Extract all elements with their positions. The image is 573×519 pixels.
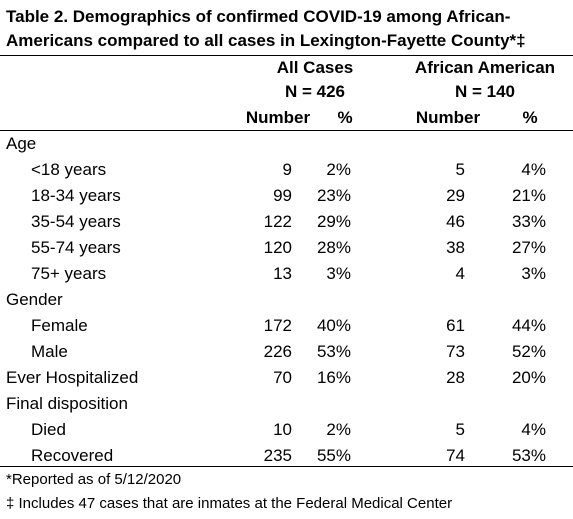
cell-all-percent: 2% bbox=[326, 160, 351, 179]
cell-aa-number: 61 bbox=[446, 316, 465, 335]
cell-all-number: 235 bbox=[263, 446, 292, 465]
row-label: Ever Hospitalized bbox=[6, 368, 139, 387]
cell-all-percent: 16% bbox=[316, 368, 351, 387]
cell-aa-number: 5 bbox=[455, 420, 465, 439]
cell-all-number: 172 bbox=[263, 316, 292, 335]
cell-all-percent: 23% bbox=[316, 186, 351, 205]
row-label: <18 years bbox=[31, 160, 107, 179]
cell-all-percent: 2% bbox=[326, 420, 351, 439]
col-header-pct-aa: % bbox=[522, 108, 538, 127]
header-all-cases: All Cases bbox=[276, 58, 354, 77]
table-row: <18 years 9 2% 5 4% bbox=[0, 157, 573, 183]
row-label: 55-74 years bbox=[31, 238, 121, 257]
footnote-reported-date: *Reported as of 5/12/2020 bbox=[6, 471, 182, 488]
cell-all-percent: 28% bbox=[316, 238, 351, 257]
cell-aa-percent: 21% bbox=[511, 186, 546, 205]
col-header-number-aa: Number bbox=[415, 108, 481, 127]
cell-aa-percent: 27% bbox=[511, 238, 546, 257]
cell-aa-number: 73 bbox=[446, 342, 465, 361]
cell-aa-percent: 52% bbox=[511, 342, 546, 361]
header-african-american: African American bbox=[414, 58, 556, 77]
row-label: Female bbox=[31, 316, 88, 335]
cell-aa-number: 74 bbox=[446, 446, 465, 465]
cell-all-percent: 3% bbox=[326, 264, 351, 283]
cell-aa-percent: 44% bbox=[511, 316, 546, 335]
table-row: 75+ years 13 3% 4 3% bbox=[0, 261, 573, 287]
cell-all-percent: 40% bbox=[316, 316, 351, 335]
table-row: 18-34 years 99 23% 29 21% bbox=[0, 183, 573, 209]
cell-aa-number: 4 bbox=[455, 264, 465, 283]
row-label: Age bbox=[6, 134, 37, 153]
table-row: Female 172 40% 61 44% bbox=[0, 313, 573, 339]
cell-all-number: 99 bbox=[273, 186, 292, 205]
cell-aa-percent: 3% bbox=[521, 264, 546, 283]
header-all-cases-n: N = 426 bbox=[284, 82, 345, 101]
cell-aa-percent: 4% bbox=[521, 160, 546, 179]
row-label: 75+ years bbox=[31, 264, 107, 283]
cell-aa-percent: 53% bbox=[511, 446, 546, 465]
cell-all-number: 9 bbox=[282, 160, 292, 179]
row-label: 35-54 years bbox=[31, 212, 121, 231]
table-row: Recovered 235 55% 74 53% bbox=[0, 443, 573, 469]
cell-all-percent: 29% bbox=[316, 212, 351, 231]
cell-aa-number: 46 bbox=[446, 212, 465, 231]
table-row: Died 10 2% 5 4% bbox=[0, 417, 573, 443]
cell-all-number: 13 bbox=[273, 264, 292, 283]
cell-aa-number: 29 bbox=[446, 186, 465, 205]
table-title: Table 2. Demographics of confirmed COVID… bbox=[6, 7, 526, 50]
cell-aa-percent: 20% bbox=[511, 368, 546, 387]
col-header-pct-all: % bbox=[337, 108, 353, 127]
cell-all-percent: 53% bbox=[316, 342, 351, 361]
top-rule bbox=[0, 55, 573, 56]
row-label: Died bbox=[31, 420, 66, 439]
cell-all-number: 122 bbox=[263, 212, 292, 231]
col-header-number-all: Number bbox=[245, 108, 311, 127]
cell-all-percent: 55% bbox=[316, 446, 351, 465]
table-body: Age <18 years 9 2% 5 4% 18-34 years 99 23% 29 21% 3… bbox=[0, 131, 573, 469]
cell-aa-percent: 4% bbox=[521, 420, 546, 439]
cell-all-number: 120 bbox=[263, 238, 292, 257]
table-row: Ever Hospitalized 70 16% 28 20% bbox=[0, 365, 573, 391]
table-row: Age bbox=[0, 131, 573, 157]
row-label: Final disposition bbox=[6, 394, 128, 413]
cell-aa-percent: 33% bbox=[511, 212, 546, 231]
table-row: Male 226 53% 73 52% bbox=[0, 339, 573, 365]
header-african-american-n: N = 140 bbox=[454, 82, 515, 101]
cell-all-number: 10 bbox=[273, 420, 292, 439]
footnote-inmates: ‡ Includes 47 cases that are inmates at … bbox=[6, 495, 453, 512]
table-row: Final disposition bbox=[0, 391, 573, 417]
cell-aa-number: 28 bbox=[446, 368, 465, 387]
table-row: Gender bbox=[0, 287, 573, 313]
row-label: Gender bbox=[6, 290, 63, 309]
cell-all-number: 70 bbox=[273, 368, 292, 387]
bottom-rule bbox=[0, 466, 573, 467]
row-label: 18-34 years bbox=[31, 186, 121, 205]
cell-aa-number: 5 bbox=[455, 160, 465, 179]
header-rule bbox=[0, 130, 573, 131]
table-row: 35-54 years 122 29% 46 33% bbox=[0, 209, 573, 235]
cell-aa-number: 38 bbox=[446, 238, 465, 257]
cell-all-number: 226 bbox=[263, 342, 292, 361]
row-label: Recovered bbox=[31, 446, 114, 465]
row-label: Male bbox=[31, 342, 68, 361]
table-row: 55-74 years 120 28% 38 27% bbox=[0, 235, 573, 261]
